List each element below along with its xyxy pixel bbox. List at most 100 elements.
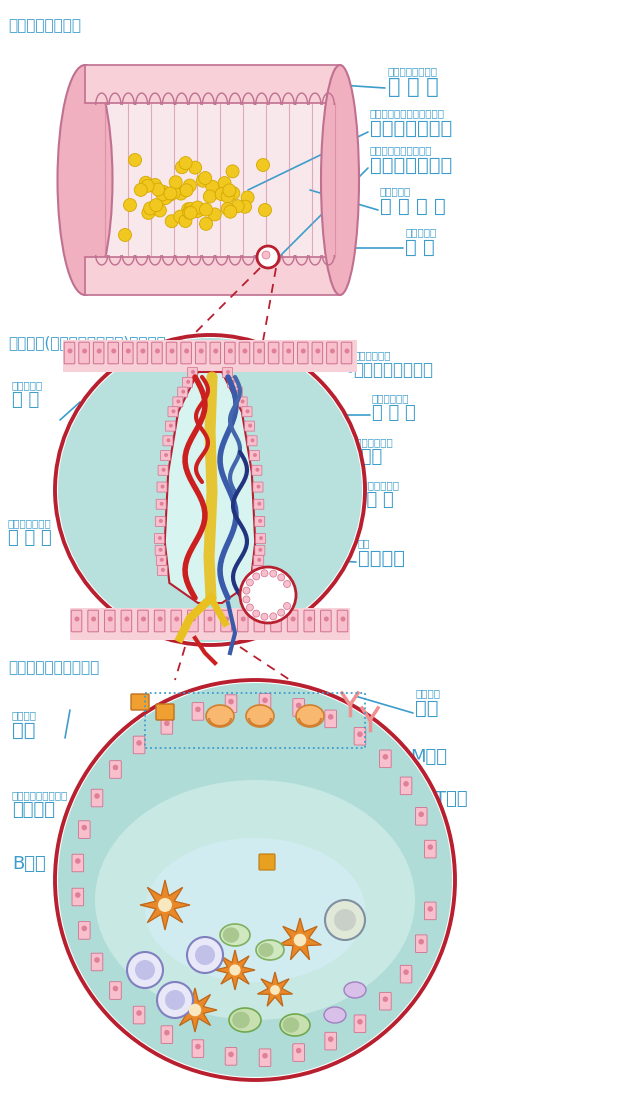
Circle shape: [243, 587, 250, 594]
Circle shape: [272, 349, 277, 353]
FancyBboxPatch shape: [71, 610, 82, 631]
FancyBboxPatch shape: [104, 610, 115, 631]
Circle shape: [127, 952, 163, 988]
Circle shape: [197, 174, 210, 187]
FancyBboxPatch shape: [166, 342, 177, 364]
Circle shape: [208, 616, 213, 622]
Text: ちょうじゅうもう: ちょうじゅうもう: [388, 66, 438, 76]
Circle shape: [176, 399, 180, 404]
Ellipse shape: [280, 1014, 310, 1036]
FancyBboxPatch shape: [245, 421, 255, 431]
FancyBboxPatch shape: [354, 1015, 366, 1033]
Circle shape: [75, 858, 81, 864]
FancyBboxPatch shape: [268, 342, 279, 364]
Circle shape: [259, 548, 262, 552]
Text: 抗体: 抗体: [415, 698, 438, 718]
Circle shape: [246, 579, 254, 586]
Circle shape: [257, 485, 260, 488]
Circle shape: [126, 349, 131, 353]
Circle shape: [128, 154, 141, 166]
Circle shape: [113, 986, 118, 991]
Circle shape: [259, 536, 263, 540]
Circle shape: [248, 424, 252, 428]
Polygon shape: [70, 608, 350, 640]
Circle shape: [274, 616, 279, 622]
Circle shape: [270, 613, 277, 620]
Circle shape: [160, 558, 164, 562]
Circle shape: [241, 191, 254, 204]
FancyBboxPatch shape: [255, 516, 265, 527]
FancyBboxPatch shape: [161, 716, 172, 734]
Circle shape: [213, 349, 218, 353]
FancyBboxPatch shape: [259, 693, 271, 711]
FancyBboxPatch shape: [228, 377, 237, 387]
Circle shape: [169, 349, 175, 353]
FancyBboxPatch shape: [64, 342, 75, 364]
FancyBboxPatch shape: [242, 407, 252, 417]
Circle shape: [158, 536, 162, 540]
Circle shape: [223, 184, 236, 197]
Circle shape: [278, 574, 285, 581]
FancyBboxPatch shape: [224, 342, 235, 364]
Circle shape: [141, 616, 146, 622]
Circle shape: [403, 969, 409, 975]
FancyBboxPatch shape: [401, 777, 412, 794]
Polygon shape: [215, 950, 255, 990]
FancyBboxPatch shape: [154, 534, 164, 543]
Circle shape: [187, 937, 223, 974]
Text: 腸 壁: 腸 壁: [405, 238, 435, 257]
FancyBboxPatch shape: [253, 482, 263, 492]
Ellipse shape: [206, 705, 234, 727]
Circle shape: [183, 206, 196, 219]
FancyBboxPatch shape: [249, 451, 260, 461]
FancyBboxPatch shape: [255, 546, 265, 556]
Circle shape: [226, 370, 230, 374]
Text: 腸 壁: 腸 壁: [12, 390, 39, 409]
FancyBboxPatch shape: [327, 342, 337, 364]
Circle shape: [257, 558, 261, 562]
Ellipse shape: [95, 780, 415, 1020]
FancyBboxPatch shape: [157, 482, 167, 492]
Circle shape: [261, 570, 268, 576]
Circle shape: [174, 616, 179, 622]
FancyBboxPatch shape: [293, 698, 304, 716]
Circle shape: [111, 349, 116, 353]
Circle shape: [208, 208, 221, 221]
Circle shape: [328, 1036, 334, 1042]
Polygon shape: [140, 880, 190, 929]
Polygon shape: [257, 972, 293, 1006]
FancyBboxPatch shape: [254, 342, 264, 364]
Ellipse shape: [283, 1018, 299, 1033]
Circle shape: [191, 201, 204, 214]
FancyBboxPatch shape: [254, 610, 265, 631]
Ellipse shape: [344, 982, 366, 998]
Circle shape: [157, 186, 170, 198]
Text: 輪 状 ひ だ: 輪 状 ひ だ: [380, 197, 446, 216]
Text: じょうひばん: じょうひばん: [372, 393, 409, 403]
Text: さいどうみゃく: さいどうみゃく: [8, 518, 51, 528]
Polygon shape: [173, 988, 217, 1032]
FancyBboxPatch shape: [155, 546, 165, 556]
Text: 【パイエル板の断面】: 【パイエル板の断面】: [8, 660, 99, 675]
Circle shape: [181, 389, 185, 394]
Circle shape: [159, 191, 172, 205]
Circle shape: [157, 982, 193, 1018]
Circle shape: [215, 188, 228, 200]
FancyBboxPatch shape: [255, 534, 265, 543]
Circle shape: [159, 548, 162, 552]
Text: 細 静 脈: 細 静 脈: [350, 491, 394, 509]
Polygon shape: [165, 372, 255, 603]
FancyBboxPatch shape: [157, 565, 167, 575]
Text: けいしつさいぼう: けいしつさいぼう: [392, 818, 442, 828]
Circle shape: [257, 246, 279, 268]
FancyBboxPatch shape: [254, 499, 264, 509]
FancyBboxPatch shape: [94, 342, 104, 364]
FancyBboxPatch shape: [166, 421, 175, 431]
FancyBboxPatch shape: [72, 855, 84, 872]
FancyBboxPatch shape: [192, 1040, 204, 1057]
Circle shape: [91, 616, 96, 622]
Circle shape: [164, 720, 170, 726]
Circle shape: [296, 703, 301, 708]
Circle shape: [140, 176, 153, 189]
Circle shape: [242, 349, 247, 353]
